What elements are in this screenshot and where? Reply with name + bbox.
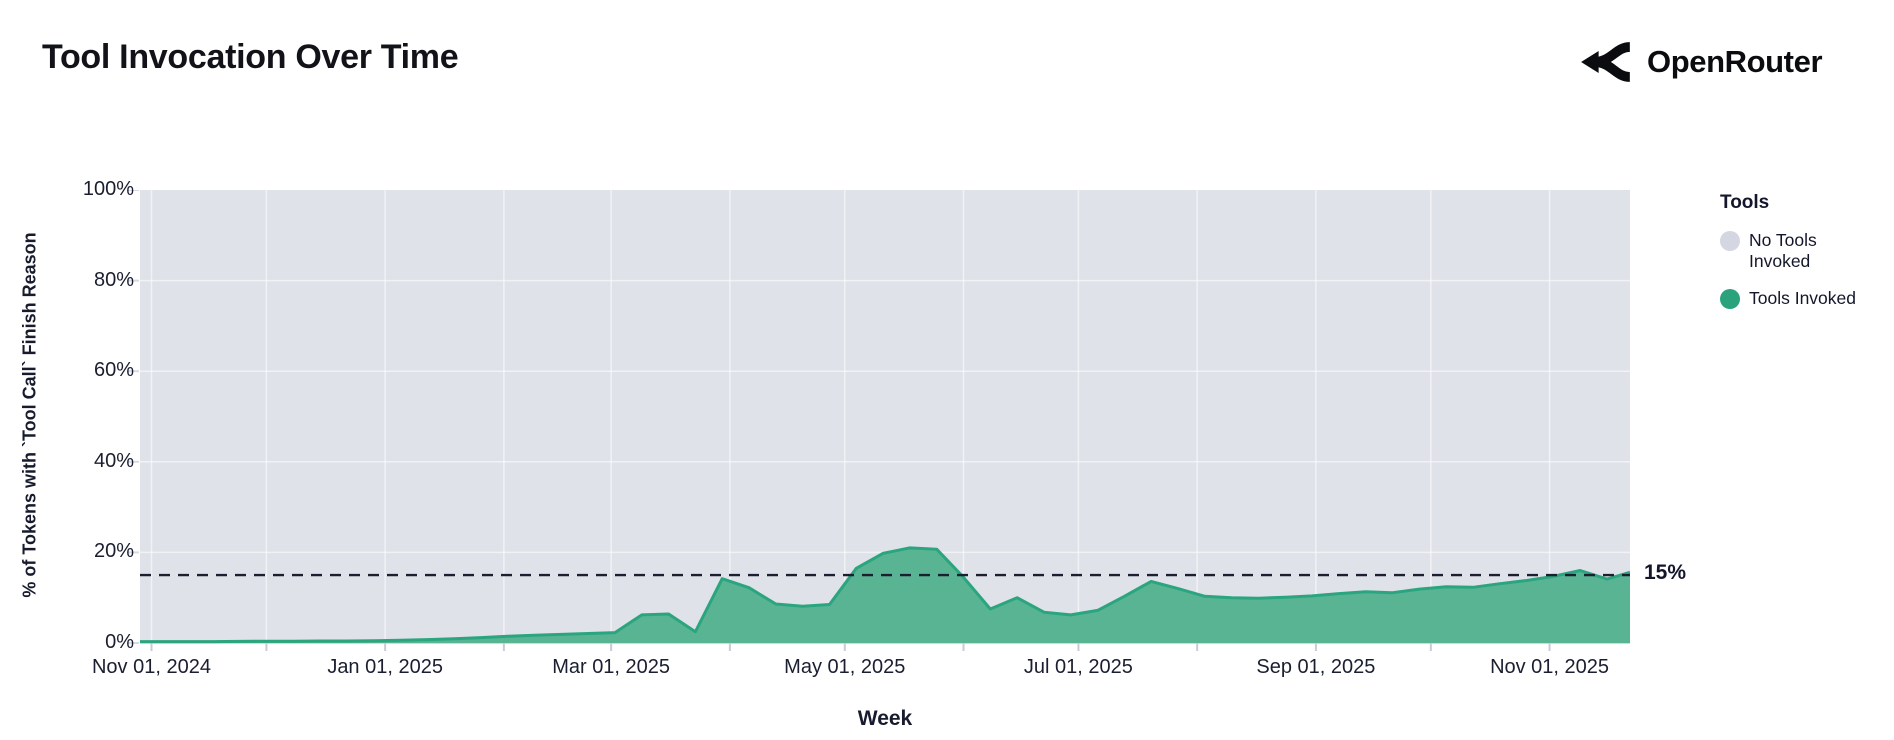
legend-item-tools-invoked: Tools Invoked — [1720, 288, 1890, 309]
legend: Tools No Tools Invoked Tools Invoked — [1720, 192, 1890, 324]
y-tick-label: 40% — [93, 449, 134, 472]
x-axis-title: Week — [857, 707, 913, 730]
y-tick-label: 0% — [105, 631, 134, 653]
y-tick-label: 60% — [93, 359, 134, 382]
y-tick-label: 20% — [93, 540, 134, 563]
x-tick-label: Nov 01, 2024 — [91, 656, 211, 678]
y-tick-label: 100% — [82, 178, 134, 200]
legend-title: Tools — [1720, 192, 1770, 213]
x-tick-label: Nov 01, 2025 — [1490, 656, 1610, 678]
legend-item-no-tools: No Tools Invoked — [1720, 230, 1890, 273]
y-axis-title: % of Tokens with `Tool Call` Finish Reas… — [19, 232, 40, 598]
plot-area[interactable] — [124, 190, 1630, 652]
legend-swatch-tools-invoked — [1720, 288, 1740, 309]
legend-label-tools-invoked: Tools Invoked — [1749, 287, 1857, 308]
legend-swatch-no-tools — [1720, 231, 1740, 251]
x-tick-label: Mar 01, 2025 — [552, 656, 671, 678]
brand-name: OpenRouter — [1647, 44, 1823, 79]
openrouter-icon — [1581, 42, 1631, 82]
legend-label-no-tools: No Tools Invoked — [1749, 230, 1817, 272]
x-tick-label: May 01, 2025 — [784, 656, 906, 678]
openrouter-logo[interactable]: OpenRouter — [1580, 36, 1823, 88]
y-tick-label: 80% — [93, 268, 134, 291]
tools-invoked-line — [140, 546, 1630, 644]
x-tick-label: Jan 01, 2025 — [327, 656, 443, 678]
reference-line-label: 15% — [1644, 561, 1687, 584]
tools-invoked-area — [140, 547, 1630, 643]
page-title: Tool Invocation Over Time — [42, 38, 459, 76]
x-tick-label: Jul 01, 2025 — [1023, 656, 1133, 678]
x-tick-label: Sep 01, 2025 — [1256, 656, 1376, 678]
